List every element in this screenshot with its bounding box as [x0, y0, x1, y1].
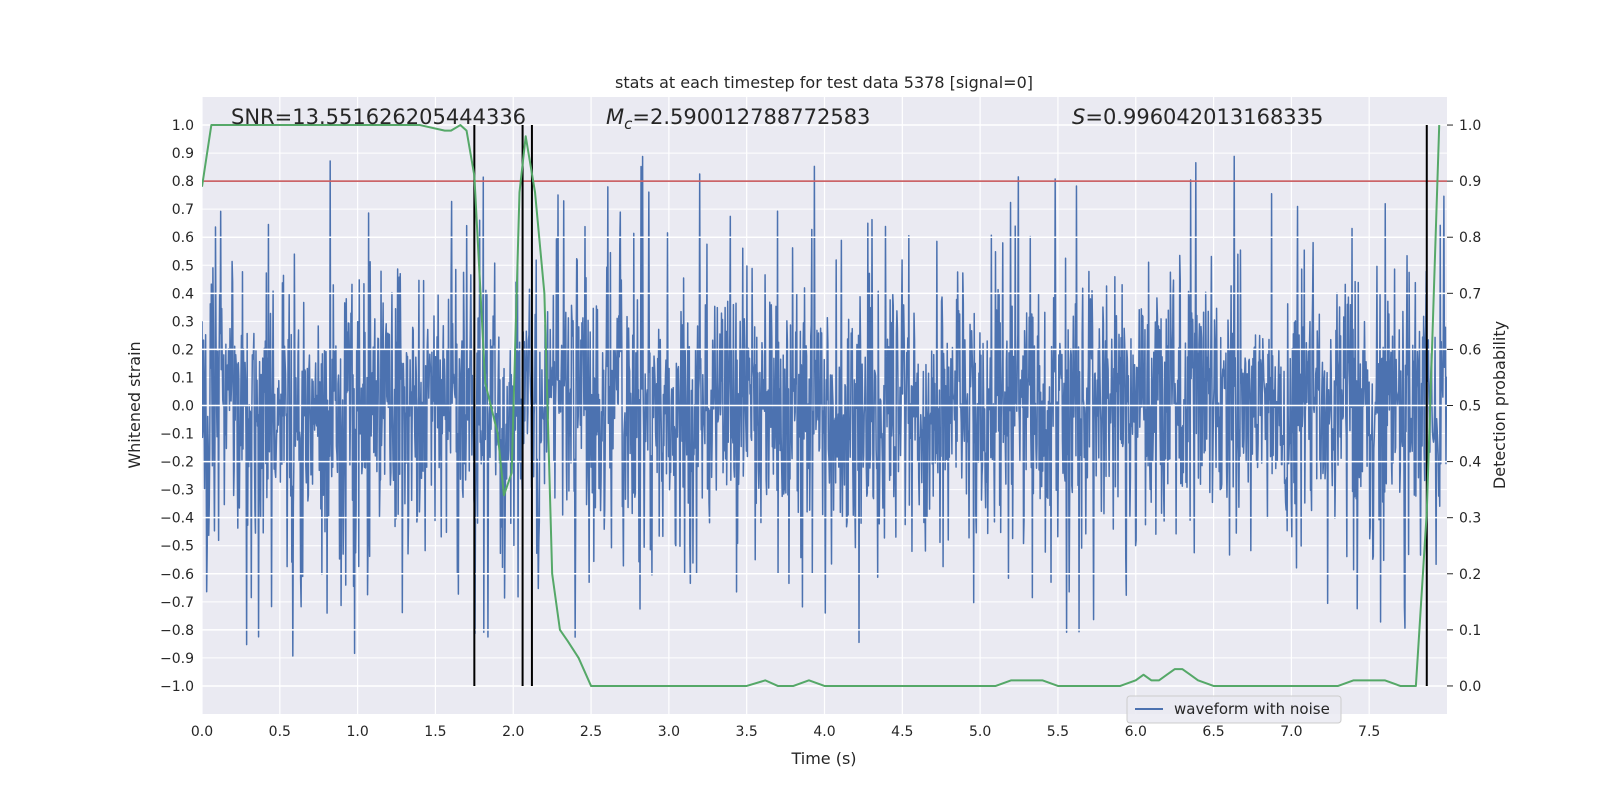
x-tick-label: 6.5 — [1202, 724, 1224, 740]
y-tick-label: 0.5 — [172, 258, 194, 274]
y-tick-label: −0.3 — [160, 483, 194, 499]
chirp-mass-subscript: c — [624, 115, 633, 133]
y-right-axis-label: Detection probability — [1490, 321, 1509, 489]
x-axis-label: Time (s) — [790, 749, 856, 768]
right-axis-ticks: 1.0 0.9 0.8 0.7 0.6 0.5 0.4 0.3 0.2 0.1 0.0 — [1447, 118, 1481, 695]
y-tick-label: 0.8 — [172, 174, 194, 190]
x-tick-label: 3.5 — [736, 724, 758, 740]
y-tick-label: 0.0 — [172, 399, 194, 415]
y-tick-label: 0.2 — [172, 342, 194, 358]
x-tick-label: 3.0 — [658, 724, 680, 740]
x-tick-label: 5.5 — [1047, 724, 1069, 740]
legend-box — [1126, 695, 1342, 724]
x-tick-label: 4.5 — [891, 724, 913, 740]
y-tick-label: −0.8 — [160, 623, 194, 639]
score-symbol: S — [1072, 105, 1085, 129]
y-tick-label: 0.3 — [172, 314, 194, 330]
legend-label: waveform with noise — [1174, 700, 1330, 718]
x-tick-label: 1.5 — [424, 724, 446, 740]
y-axis-label: Whitened strain — [125, 341, 144, 468]
score-value: =0.996042013168335 — [1085, 105, 1323, 129]
probability-series — [202, 124, 1447, 687]
y-tick-label: −0.5 — [160, 539, 194, 555]
waveform-line — [202, 155, 1447, 657]
x-tick-label: 1.0 — [346, 724, 368, 740]
x-tick-label: 6.0 — [1125, 724, 1147, 740]
chirp-mass-symbol: M — [606, 105, 624, 129]
chart-title: stats at each timestep for test data 537… — [615, 73, 1033, 92]
chirp-mass-annotation: Mc=2.590012788772583 — [606, 105, 870, 133]
right-tick-label: 0.3 — [1459, 511, 1481, 527]
score-annotation: S=0.996042013168335 — [1072, 105, 1323, 129]
right-tick-label: 0.0 — [1459, 679, 1481, 695]
y-tick-label: −0.6 — [160, 567, 194, 583]
x-tick-label: 0.5 — [269, 724, 291, 740]
right-tick-label: 0.8 — [1459, 230, 1481, 246]
right-tick-label: 0.2 — [1459, 567, 1481, 583]
y-tick-label: 0.1 — [172, 370, 194, 386]
x-tick-label: 0.0 — [191, 724, 213, 740]
y-tick-label: −0.4 — [160, 511, 194, 527]
y-tick-label: −0.7 — [160, 595, 194, 611]
waveform-series — [202, 155, 1447, 657]
y-tick-label: −0.9 — [160, 651, 194, 667]
x-tick-label: 7.0 — [1280, 724, 1302, 740]
y-tick-label: −0.1 — [160, 427, 194, 443]
legend: waveform with noise — [1126, 695, 1342, 724]
x-tick-label: 5.0 — [969, 724, 991, 740]
right-tick-label: 0.9 — [1459, 174, 1481, 190]
x-tick-label: 2.5 — [580, 724, 602, 740]
left-axis-ticks: 1.0 0.9 0.8 0.7 0.6 0.5 0.4 0.3 0.2 0.1 0.0 −0.1 −0.… — [160, 118, 194, 695]
x-tick-label: 4.0 — [813, 724, 835, 740]
right-tick-label: 0.5 — [1459, 399, 1481, 415]
y-tick-label: 0.6 — [172, 230, 194, 246]
y-tick-label: 0.9 — [172, 146, 194, 162]
y-tick-label: 0.7 — [172, 202, 194, 218]
chirp-mass-value: =2.590012788772583 — [632, 105, 870, 129]
x-tick-label: 7.5 — [1358, 724, 1380, 740]
probability-line — [202, 124, 1441, 687]
y-tick-label: 1.0 — [172, 118, 194, 134]
right-tick-label: 0.6 — [1459, 342, 1481, 358]
y-tick-label: −1.0 — [160, 679, 194, 695]
y-tick-label: −0.2 — [160, 455, 194, 471]
right-tick-label: 0.1 — [1459, 623, 1481, 639]
snr-annotation: SNR=13.551626205444336 — [231, 105, 526, 129]
right-tick-label: 0.4 — [1459, 455, 1481, 471]
y-tick-label: 0.4 — [172, 286, 194, 302]
right-tick-label: 1.0 — [1459, 118, 1481, 134]
x-tick-label: 2.0 — [502, 724, 524, 740]
right-tick-label: 0.7 — [1459, 286, 1481, 302]
x-axis-ticks: 0.0 0.5 1.0 1.5 2.0 2.5 3.0 3.5 4.0 4.5 5.0 5.5 6.0 6… — [191, 724, 1380, 740]
